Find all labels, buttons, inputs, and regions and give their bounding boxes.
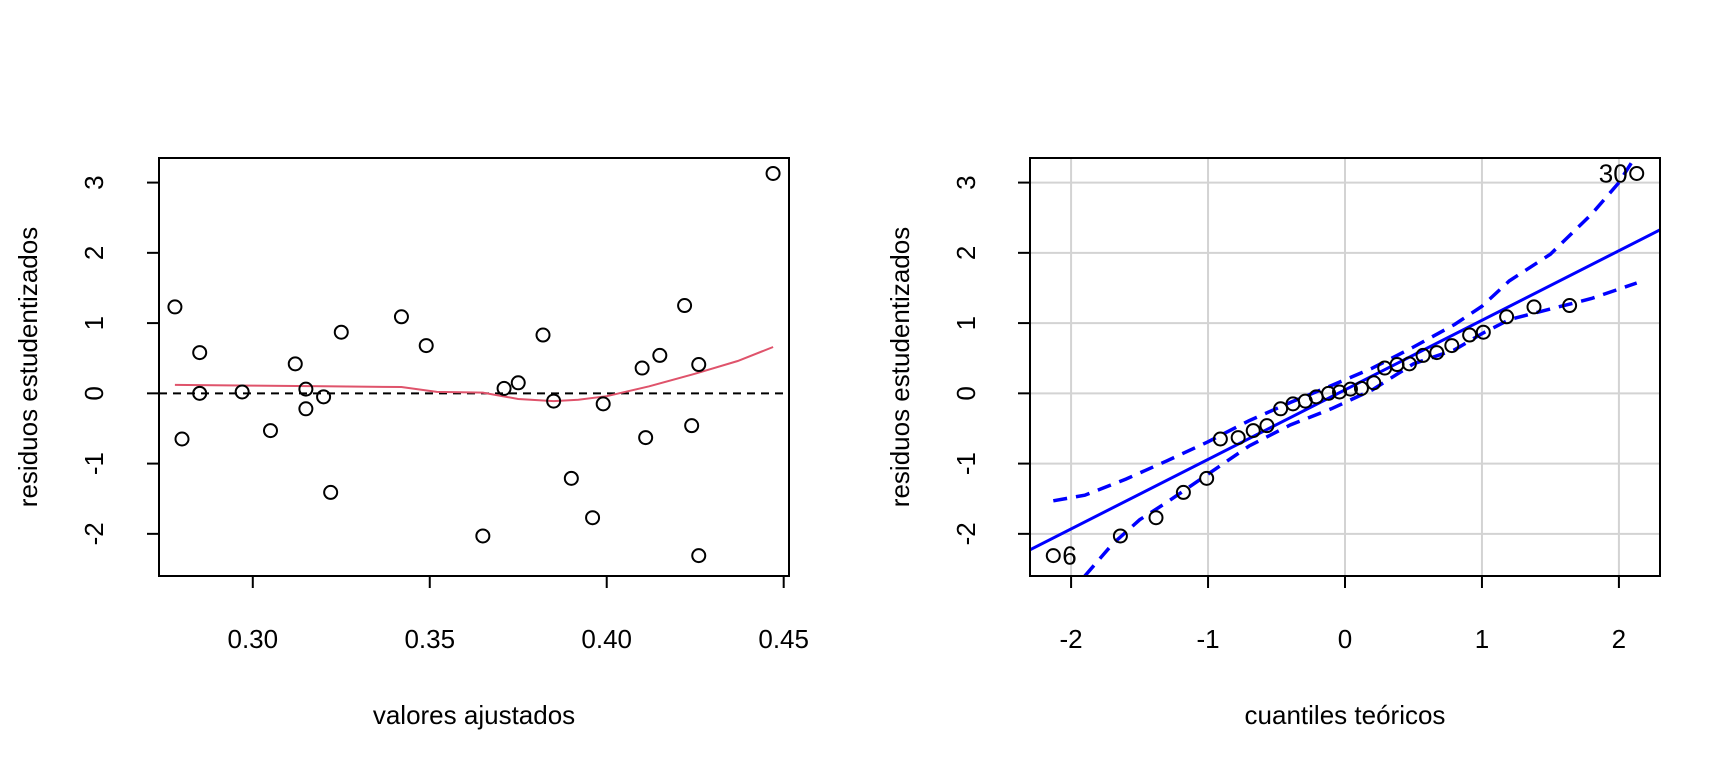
x-axis-title: cuantiles teóricos (1245, 700, 1446, 730)
data-point (1562, 298, 1578, 314)
data-point (634, 360, 650, 376)
confidence-envelope-upper (1052, 158, 1637, 503)
x-tick-label: 0.30 (227, 624, 278, 654)
data-point (691, 548, 707, 564)
data-point (393, 309, 409, 325)
y-tick-label: 3 (951, 175, 981, 189)
data-point (684, 418, 700, 434)
data-point (234, 384, 250, 400)
y-tick-label: -1 (951, 452, 981, 475)
y-tick-label: 0 (79, 386, 109, 400)
data-point (1045, 548, 1061, 564)
data-point (677, 298, 693, 314)
qq-plot-panel: 6 30 -2 -1 0 1 2 -2 -1 0 1 2 3 cuantiles teóricos resi… (885, 157, 1661, 730)
y-tick-label: 1 (79, 316, 109, 330)
data-point (1212, 431, 1228, 447)
data-point (323, 484, 339, 500)
plot-area (1030, 158, 1660, 576)
data-point (1332, 384, 1348, 400)
x-tick-label: -2 (1060, 624, 1083, 654)
data-point (638, 430, 654, 446)
data-point (1366, 375, 1382, 391)
x-tick-label: 1 (1475, 624, 1489, 654)
y-tick-label: -2 (79, 522, 109, 545)
x-tick-label: 0.45 (758, 624, 809, 654)
data-point (1112, 528, 1128, 544)
data-point (1415, 347, 1431, 363)
point-label: 6 (1062, 541, 1076, 571)
x-tick-label: 2 (1612, 624, 1626, 654)
data-point (192, 385, 208, 401)
data-point (1273, 401, 1289, 417)
data-point (418, 338, 434, 354)
data-point (546, 393, 562, 409)
data-point (167, 299, 183, 315)
data-point (1629, 165, 1645, 181)
data-point (1475, 324, 1491, 340)
y-tick-label: 2 (79, 246, 109, 260)
confidence-envelope-lower (1083, 281, 1638, 576)
y-tick-label: 0 (951, 386, 981, 400)
y-tick-label: 1 (951, 316, 981, 330)
data-point (1353, 380, 1369, 396)
data-point (585, 510, 601, 526)
data-point (535, 327, 551, 343)
data-point (192, 345, 208, 361)
plot-frame (158, 157, 790, 577)
plot-area (159, 346, 789, 403)
data-point (496, 380, 512, 396)
data-point (1526, 299, 1542, 315)
data-point (1321, 385, 1337, 401)
y-axis-title: residuos estudentizados (13, 227, 43, 507)
fitted-vs-residuals-panel: 0.30 0.35 0.40 0.45 -2 -1 0 1 2 3 valores ajustado… (13, 157, 809, 730)
data-point (174, 431, 190, 447)
data-point (287, 356, 303, 372)
data-point (1401, 356, 1417, 372)
data-point (1429, 345, 1445, 361)
y-tick-label: 3 (79, 175, 109, 189)
point-label: 30 (1599, 158, 1628, 188)
data-point (475, 528, 491, 544)
x-tick-label: 0.40 (581, 624, 632, 654)
x-tick-label: 0 (1338, 624, 1352, 654)
data-point (1444, 338, 1460, 354)
y-tick-label: -2 (951, 522, 981, 545)
x-tick-label: 0.35 (404, 624, 455, 654)
data-point (1259, 418, 1275, 434)
y-tick-label: 2 (951, 246, 981, 260)
data-point (652, 347, 668, 363)
data-point (316, 389, 332, 405)
data-point (510, 375, 526, 391)
y-axis-title: residuos estudentizados (885, 227, 915, 507)
data-point (1230, 430, 1246, 446)
data-point (765, 165, 781, 181)
data-point (1462, 327, 1478, 343)
data-point (1199, 470, 1215, 486)
data-point (1342, 381, 1358, 397)
data-point (262, 423, 278, 439)
data-point (298, 401, 314, 417)
data-point (691, 357, 707, 373)
data-point (1245, 423, 1261, 439)
data-point (298, 381, 314, 397)
y-tick-label: -1 (79, 452, 109, 475)
data-point (333, 324, 349, 340)
data-point (563, 470, 579, 486)
data-point (1148, 510, 1164, 526)
x-tick-label: -1 (1196, 624, 1219, 654)
data-point (1175, 484, 1191, 500)
data-point (1499, 309, 1515, 325)
data-point (595, 396, 611, 412)
x-axis-title: valores ajustados (373, 700, 575, 730)
smooth-line (174, 346, 774, 403)
